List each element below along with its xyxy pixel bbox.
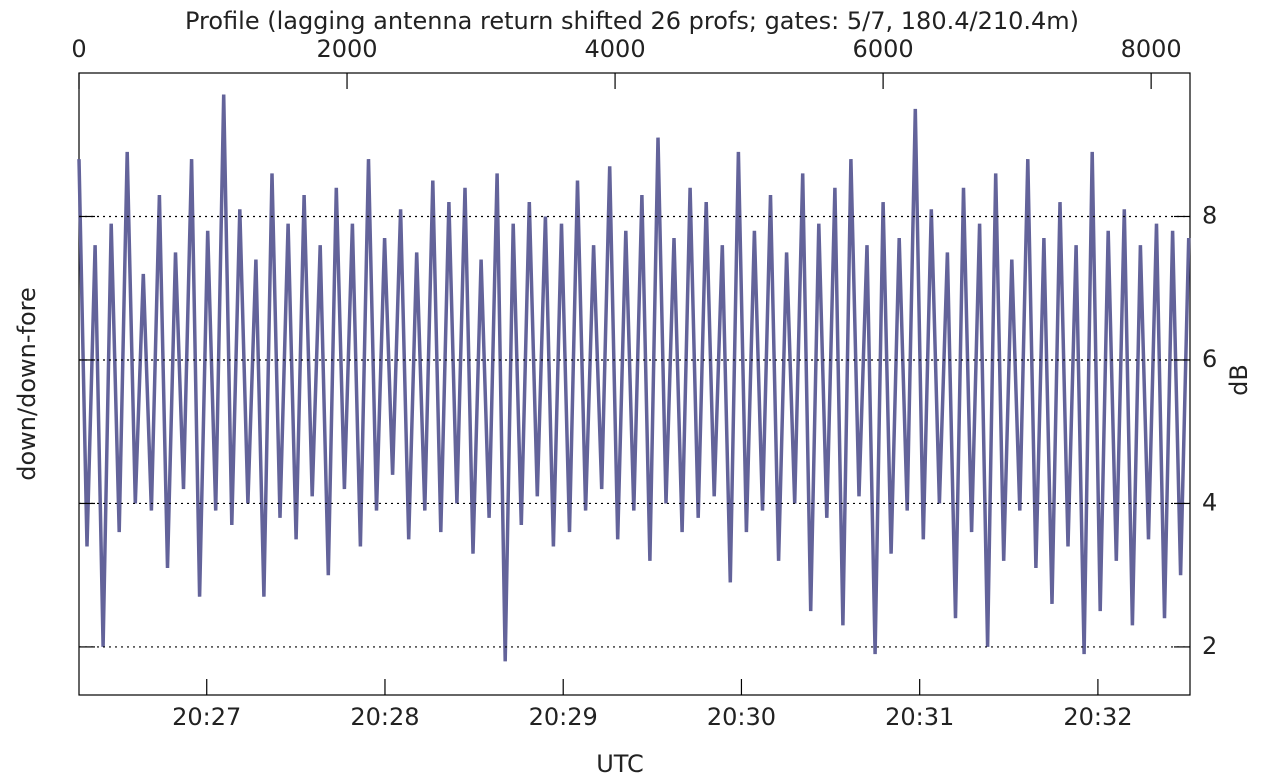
x-tick-label: 6000 <box>853 35 914 63</box>
x-tick-label: 0 <box>71 35 86 63</box>
y2-tick-label: 6 <box>1202 345 1217 373</box>
y2-tick-label: 2 <box>1202 632 1217 660</box>
data-line <box>77 94 1191 662</box>
y2-tick-label: 8 <box>1202 201 1217 229</box>
y2-tick-label: 4 <box>1202 488 1217 516</box>
x-axis-label: UTC <box>596 750 644 778</box>
chart-title: Profile (lagging antenna return shifted … <box>185 7 1079 35</box>
x2-tick-label: 20:29 <box>529 703 598 731</box>
x-tick-label: 4000 <box>585 35 646 63</box>
x2-tick-label: 20:32 <box>1063 703 1132 731</box>
y-axis-label: down/down-fore <box>13 287 41 481</box>
x2-tick-label: 20:28 <box>350 703 419 731</box>
plot-frame <box>78 72 1191 696</box>
x-tick-label: 8000 <box>1121 35 1182 63</box>
x-tick-label: 2000 <box>316 35 377 63</box>
x2-tick-label: 20:31 <box>885 703 954 731</box>
x2-tick-label: 20:27 <box>172 703 241 731</box>
y2-axis-label: dB <box>1225 364 1253 396</box>
x2-tick-label: 20:30 <box>707 703 776 731</box>
